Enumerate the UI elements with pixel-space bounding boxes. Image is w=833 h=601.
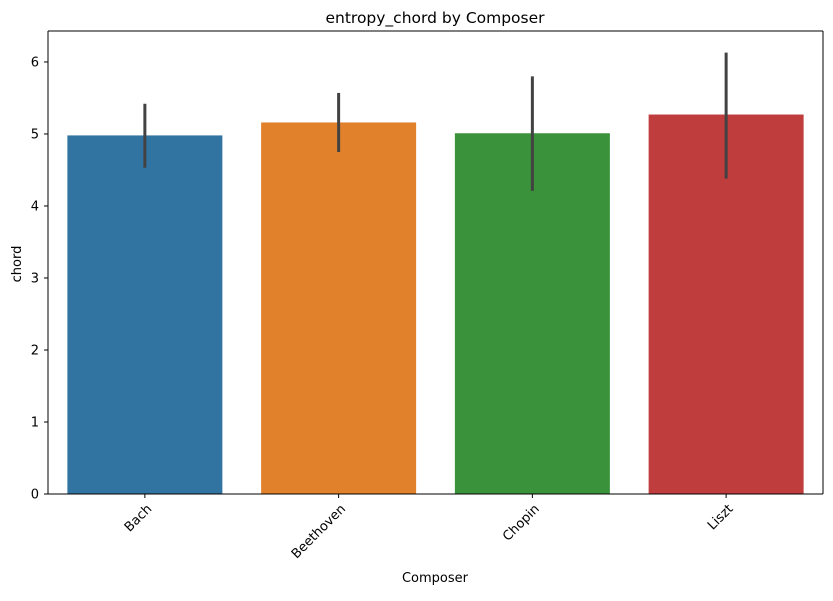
y-tick-label: 0	[31, 488, 39, 503]
y-tick-label: 2	[31, 343, 39, 358]
x-axis-label: Composer	[402, 571, 469, 586]
y-tick-label: 5	[31, 127, 39, 142]
y-axis-label: chord	[10, 246, 25, 283]
x-tick-label-chopin: Chopin	[500, 502, 543, 545]
bar-chopin	[454, 133, 610, 494]
y-tick-label: 6	[31, 55, 39, 70]
bar-bach	[67, 135, 223, 494]
y-tick-label: 3	[31, 271, 39, 286]
plot-area: 0 1 2 3 4 5 6 Bach Beethoven Chopin Liszt	[31, 30, 824, 562]
bar-beethoven	[261, 122, 417, 494]
x-tick-label-bach: Bach	[122, 502, 155, 535]
chart-title: entropy_chord by Composer	[325, 9, 545, 28]
x-tick-label-beethoven: Beethoven	[289, 502, 349, 562]
y-tick-label: 4	[31, 199, 39, 214]
x-tick-label-liszt: Liszt	[705, 502, 737, 534]
y-tick-label: 1	[31, 415, 39, 430]
